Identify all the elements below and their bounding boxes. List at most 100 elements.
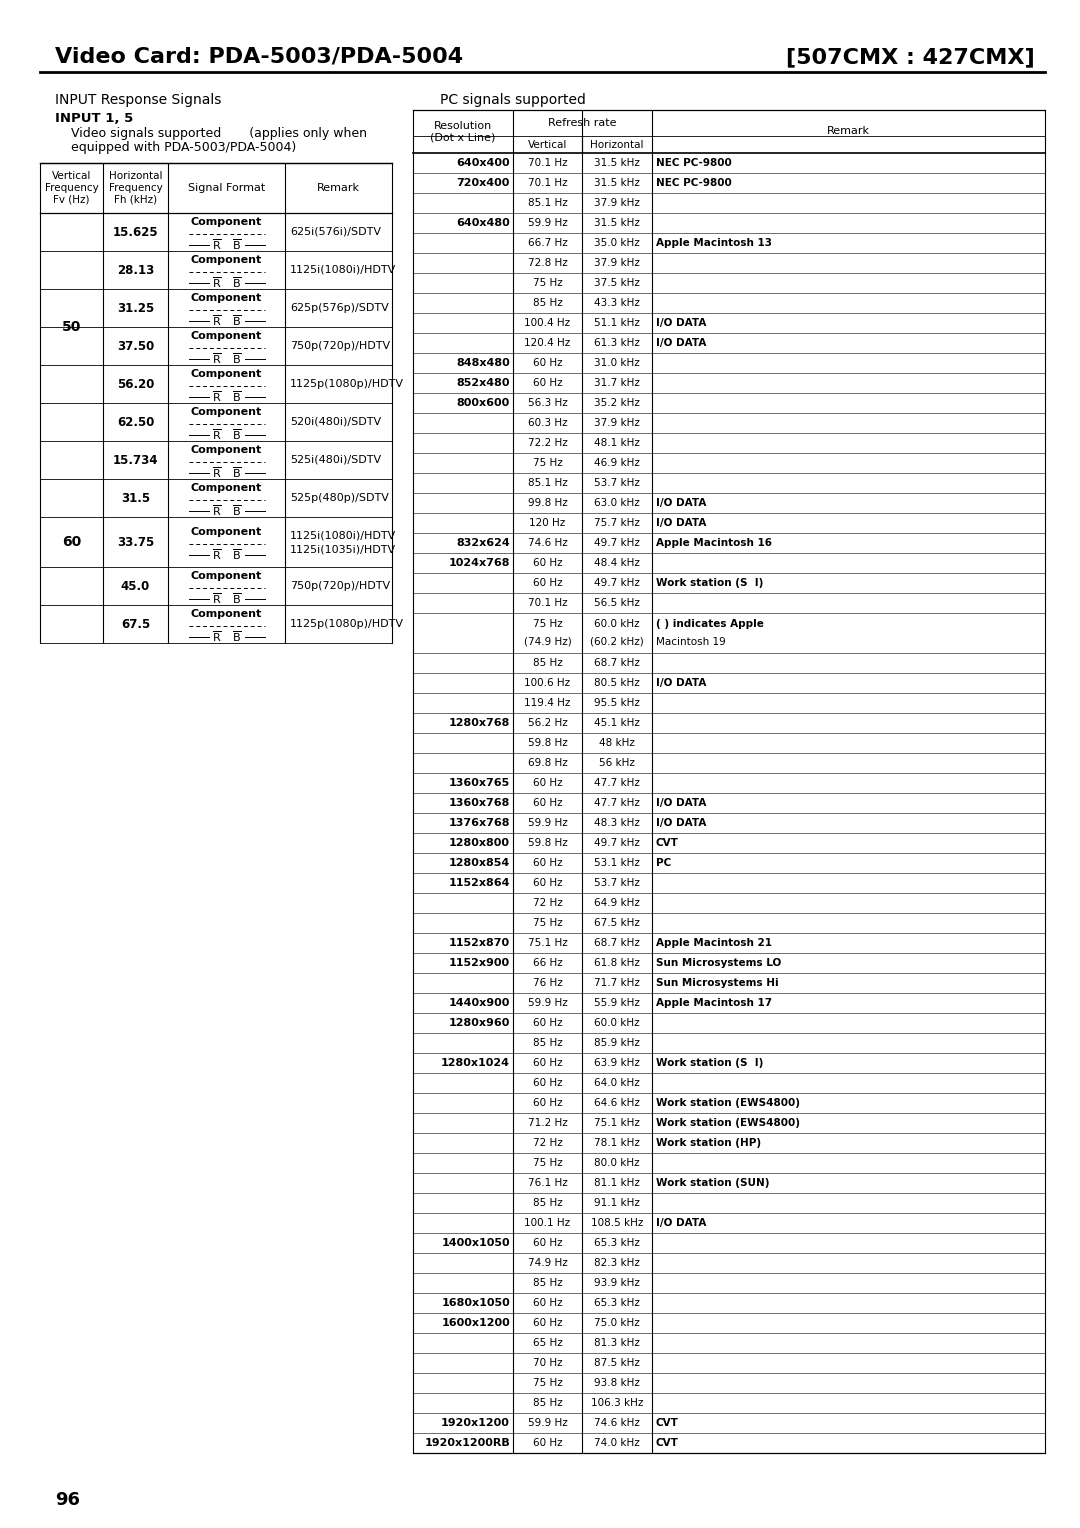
Text: 75.0 kHz: 75.0 kHz: [594, 1319, 639, 1328]
Text: $\mathdefault{\overline{R}}$: $\mathdefault{\overline{R}}$: [212, 466, 221, 480]
Text: 60.0 kHz: 60.0 kHz: [594, 619, 639, 630]
Text: 85 Hz: 85 Hz: [532, 298, 563, 309]
Text: 59.8 Hz: 59.8 Hz: [528, 837, 567, 848]
Text: 64.0 kHz: 64.0 kHz: [594, 1077, 639, 1088]
Text: 120 Hz: 120 Hz: [529, 518, 566, 529]
Text: $\mathdefault{\overline{R}}$: $\mathdefault{\overline{R}}$: [212, 238, 221, 252]
Text: 66 Hz: 66 Hz: [532, 958, 563, 969]
Text: 37.9 kHz: 37.9 kHz: [594, 199, 640, 208]
Text: 76 Hz: 76 Hz: [532, 978, 563, 989]
Text: 60 Hz: 60 Hz: [532, 578, 563, 588]
Text: 1152x870: 1152x870: [449, 938, 510, 947]
Text: 66.7 Hz: 66.7 Hz: [528, 238, 567, 248]
Text: 85.1 Hz: 85.1 Hz: [528, 199, 567, 208]
Text: 31.5 kHz: 31.5 kHz: [594, 219, 640, 228]
Text: 1280x1024: 1280x1024: [441, 1057, 510, 1068]
Text: 71.2 Hz: 71.2 Hz: [528, 1118, 567, 1128]
Text: Sun Microsystems Hi: Sun Microsystems Hi: [656, 978, 779, 989]
Text: Component: Component: [191, 571, 262, 581]
Text: 525p(480p)/SDTV: 525p(480p)/SDTV: [291, 494, 389, 503]
Text: 59.9 Hz: 59.9 Hz: [528, 1418, 567, 1429]
Text: 1125i(1035i)/HDTV: 1125i(1035i)/HDTV: [291, 545, 396, 555]
Text: Component: Component: [191, 483, 262, 494]
Text: 76.1 Hz: 76.1 Hz: [528, 1178, 567, 1187]
Text: equipped with PDA-5003/PDA-5004): equipped with PDA-5003/PDA-5004): [55, 142, 296, 154]
Text: $\mathdefault{\overline{R}}$: $\mathdefault{\overline{R}}$: [212, 313, 221, 329]
Text: 59.9 Hz: 59.9 Hz: [528, 219, 567, 228]
Text: 1152x864: 1152x864: [448, 879, 510, 888]
Text: 75 Hz: 75 Hz: [532, 918, 563, 927]
Text: Component: Component: [191, 445, 262, 455]
Text: 93.9 kHz: 93.9 kHz: [594, 1277, 640, 1288]
Text: 85.9 kHz: 85.9 kHz: [594, 1038, 640, 1048]
Text: 60.3 Hz: 60.3 Hz: [528, 419, 567, 428]
Text: 47.7 kHz: 47.7 kHz: [594, 798, 640, 808]
Text: 74.6 Hz: 74.6 Hz: [528, 538, 567, 549]
Text: 61.8 kHz: 61.8 kHz: [594, 958, 640, 969]
Text: 56.20: 56.20: [117, 377, 154, 391]
Text: $\mathdefault{\overline{R}}$: $\mathdefault{\overline{R}}$: [212, 351, 221, 367]
Text: 85 Hz: 85 Hz: [532, 1198, 563, 1209]
Text: 60 Hz: 60 Hz: [532, 358, 563, 368]
Text: 120.4 Hz: 120.4 Hz: [525, 338, 570, 348]
Text: 1376x768: 1376x768: [448, 817, 510, 828]
Text: $\mathdefault{\overline{B}}$: $\mathdefault{\overline{B}}$: [232, 351, 241, 367]
Text: 60 Hz: 60 Hz: [532, 1099, 563, 1108]
Text: 31.5: 31.5: [121, 492, 150, 504]
Text: 48.1 kHz: 48.1 kHz: [594, 439, 640, 448]
Text: 15.625: 15.625: [112, 226, 159, 238]
Text: 1280x768: 1280x768: [448, 718, 510, 727]
Text: 75.1 Hz: 75.1 Hz: [528, 938, 567, 947]
Text: 74.0 kHz: 74.0 kHz: [594, 1438, 639, 1449]
Text: $\mathdefault{\overline{B}}$: $\mathdefault{\overline{B}}$: [232, 547, 241, 562]
Text: 31.0 kHz: 31.0 kHz: [594, 358, 639, 368]
Text: 48.3 kHz: 48.3 kHz: [594, 817, 640, 828]
Text: Remark: Remark: [318, 183, 360, 193]
Text: CVT: CVT: [656, 1438, 679, 1449]
Text: 1400x1050: 1400x1050: [442, 1238, 510, 1248]
Text: Work station (S  I): Work station (S I): [656, 578, 764, 588]
Text: Vertical: Vertical: [528, 139, 567, 150]
Text: 59.9 Hz: 59.9 Hz: [528, 998, 567, 1008]
Text: NEC PC-9800: NEC PC-9800: [656, 157, 732, 168]
Text: Component: Component: [191, 332, 262, 341]
Text: 80.5 kHz: 80.5 kHz: [594, 678, 639, 688]
Text: Apple Macintosh 17: Apple Macintosh 17: [656, 998, 772, 1008]
Text: 53.1 kHz: 53.1 kHz: [594, 859, 640, 868]
Text: 59.8 Hz: 59.8 Hz: [528, 738, 567, 749]
Text: 56.5 kHz: 56.5 kHz: [594, 597, 640, 608]
Text: 87.5 kHz: 87.5 kHz: [594, 1358, 640, 1368]
Text: 60 Hz: 60 Hz: [532, 1077, 563, 1088]
Text: 85 Hz: 85 Hz: [532, 659, 563, 668]
Text: 852x480: 852x480: [457, 377, 510, 388]
Text: I/O DATA: I/O DATA: [656, 1218, 706, 1229]
Text: 51.1 kHz: 51.1 kHz: [594, 318, 640, 329]
Text: Remark: Remark: [827, 127, 870, 136]
Text: 1920x1200RB: 1920x1200RB: [424, 1438, 510, 1449]
Text: 1280x960: 1280x960: [448, 1018, 510, 1028]
Text: 43.3 kHz: 43.3 kHz: [594, 298, 640, 309]
Text: Video Card: PDA-5003/PDA-5004: Video Card: PDA-5003/PDA-5004: [55, 47, 463, 67]
Text: I/O DATA: I/O DATA: [656, 498, 706, 507]
Text: 100.6 Hz: 100.6 Hz: [525, 678, 570, 688]
Text: CVT: CVT: [656, 1418, 679, 1429]
Text: 67.5 kHz: 67.5 kHz: [594, 918, 640, 927]
Text: Sun Microsystems LO: Sun Microsystems LO: [656, 958, 781, 969]
Text: 1360x765: 1360x765: [449, 778, 510, 788]
Text: Work station (SUN): Work station (SUN): [656, 1178, 769, 1187]
Text: 100.1 Hz: 100.1 Hz: [525, 1218, 570, 1229]
Text: 60 Hz: 60 Hz: [532, 1057, 563, 1068]
Text: 72 Hz: 72 Hz: [532, 1138, 563, 1148]
Text: 61.3 kHz: 61.3 kHz: [594, 338, 640, 348]
Text: $\mathdefault{\overline{B}}$: $\mathdefault{\overline{B}}$: [232, 390, 241, 405]
Text: Horizontal
Frequency
Fh (kHz): Horizontal Frequency Fh (kHz): [109, 171, 162, 205]
Text: Component: Component: [191, 368, 262, 379]
Text: Component: Component: [191, 293, 262, 303]
Text: Apple Macintosh 16: Apple Macintosh 16: [656, 538, 772, 549]
Text: (60.2 kHz): (60.2 kHz): [590, 637, 644, 646]
Text: 1125i(1080i)/HDTV: 1125i(1080i)/HDTV: [291, 532, 396, 541]
Text: 1125p(1080p)/HDTV: 1125p(1080p)/HDTV: [291, 379, 404, 390]
Text: 800x600: 800x600: [457, 397, 510, 408]
Text: 82.3 kHz: 82.3 kHz: [594, 1258, 640, 1268]
Text: 60 Hz: 60 Hz: [532, 1319, 563, 1328]
